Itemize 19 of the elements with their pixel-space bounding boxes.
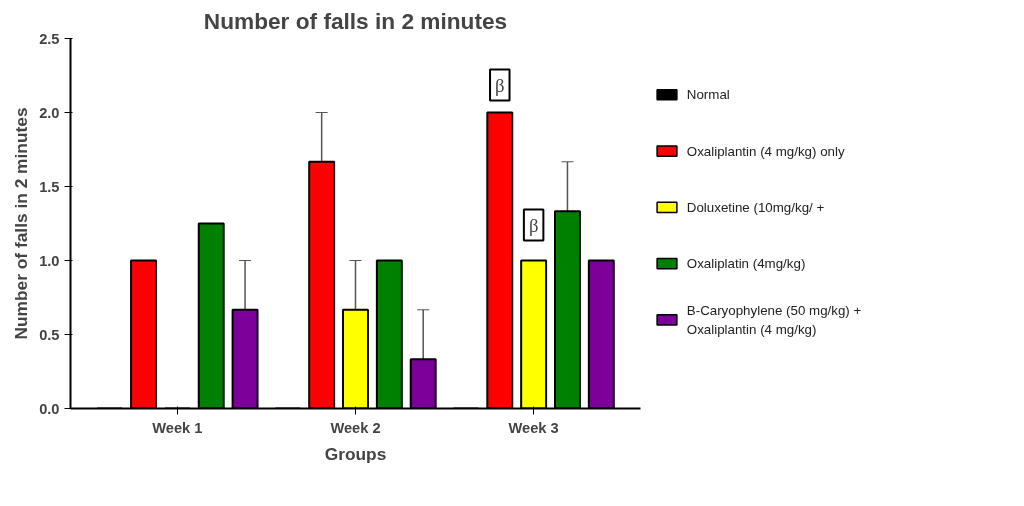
y-tick-label: 2.0 xyxy=(39,104,60,121)
y-tick-label: 2.5 xyxy=(39,30,60,47)
legend-label: Oxaliplantin (4 mg/kg) only xyxy=(686,143,845,159)
legend-label: B-Caryophylene (50 mg/kg) + Oxaliplantin (4 mg/kg) xyxy=(686,302,862,338)
annotation: β xyxy=(528,214,539,236)
chart-title: Number of falls in 2 minutes xyxy=(203,7,508,34)
y-tick-label: 0.0 xyxy=(39,400,60,417)
x-axis-title: Groups xyxy=(324,443,387,464)
y-tick-label: 1.5 xyxy=(39,178,60,195)
legend-label: Doluxetine (10mg/kg/ + xyxy=(686,199,825,215)
y-axis-title: Number of falls in 2 minutes xyxy=(11,107,32,340)
x-tick-label: Week 3 xyxy=(508,419,559,436)
legend-label: Normal xyxy=(686,87,730,103)
y-tick-label: 0.5 xyxy=(39,326,60,343)
x-tick-label: Week 2 xyxy=(330,419,381,436)
annotation: β xyxy=(495,74,505,96)
y-tick-label: 1.0 xyxy=(39,252,60,269)
x-tick-label: Week 1 xyxy=(152,419,203,436)
legend-label: Oxaliplatin (4mg/kg) xyxy=(686,256,806,272)
